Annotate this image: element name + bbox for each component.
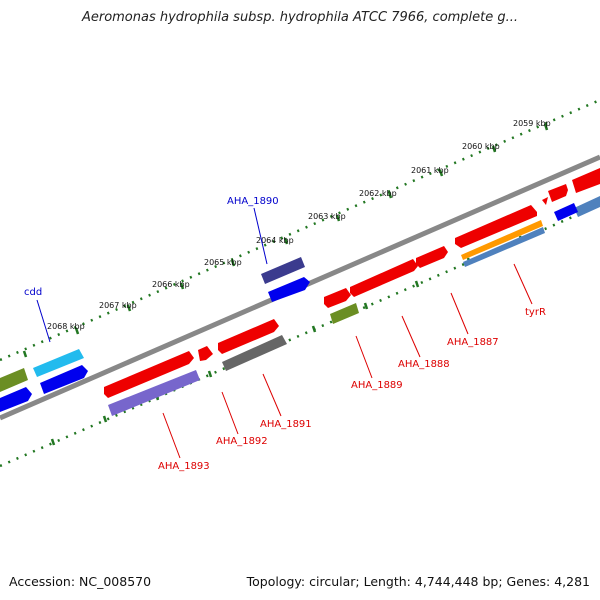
gene-cds-olive-left[interactable] bbox=[0, 368, 28, 392]
gene-cds-orange[interactable] bbox=[461, 220, 543, 260]
ruler-label: 2066 kbp bbox=[152, 280, 190, 289]
outer-ruler bbox=[0, 98, 600, 362]
ruler-label: 2065 kbp bbox=[204, 258, 242, 267]
gene-arrow[interactable] bbox=[324, 288, 351, 308]
forward-strand-genes bbox=[104, 168, 600, 398]
ruler-label: 2068 kbp bbox=[47, 322, 85, 331]
gene-arrow[interactable] bbox=[572, 168, 600, 193]
gene-arrow[interactable] bbox=[350, 259, 418, 297]
gene-arrow[interactable] bbox=[416, 246, 448, 268]
gene-cds-gray[interactable] bbox=[222, 335, 287, 371]
gene-cds-blue[interactable] bbox=[268, 277, 310, 302]
gene-label-aha-1888[interactable]: AHA_1888 bbox=[398, 359, 450, 370]
gene-arrow[interactable] bbox=[548, 184, 568, 202]
topology-text: Topology: circular; Length: 4,744,448 bp… bbox=[246, 574, 590, 589]
ruler-label: 2067 kbp bbox=[99, 301, 137, 310]
gene-cds-blue-right[interactable] bbox=[554, 203, 578, 221]
ruler-label: 2061 kbp bbox=[411, 166, 449, 175]
gene-arrow[interactable] bbox=[218, 319, 279, 354]
gene-arrow[interactable] bbox=[542, 197, 548, 205]
gene-label-cdd[interactable]: cdd bbox=[24, 287, 42, 298]
gene-label-tyrr[interactable]: tyrR bbox=[525, 307, 546, 318]
gene-cds-olive[interactable] bbox=[330, 303, 359, 324]
gene-label-aha-1887[interactable]: AHA_1887 bbox=[447, 337, 499, 348]
gene-label-aha-1891[interactable]: AHA_1891 bbox=[260, 419, 312, 430]
gene-label-aha-1889[interactable]: AHA_1889 bbox=[351, 380, 403, 391]
gene-cds-navy[interactable] bbox=[261, 257, 305, 284]
gene-arrow[interactable] bbox=[198, 346, 213, 361]
gene-cds-steel[interactable] bbox=[463, 227, 545, 267]
gene-cds-purple[interactable] bbox=[108, 370, 200, 416]
gene-label-aha-1893[interactable]: AHA_1893 bbox=[158, 461, 210, 472]
outer-major-ticks bbox=[22, 123, 549, 358]
gene-cds-blue-far-left[interactable] bbox=[0, 387, 32, 412]
gene-label-aha-1892[interactable]: AHA_1892 bbox=[216, 436, 268, 447]
ruler-label: 2064 kbp bbox=[256, 236, 294, 245]
ruler-label: 2059 kbp bbox=[513, 119, 551, 128]
gene-arrow[interactable] bbox=[104, 351, 194, 398]
ruler-label: 2063 kbp bbox=[308, 212, 346, 221]
ruler-label: 2060 kbp bbox=[462, 142, 500, 151]
gene-cds-steel-right[interactable] bbox=[574, 196, 600, 217]
gene-cds-cyan[interactable] bbox=[33, 349, 84, 377]
label-leaders bbox=[36, 207, 533, 459]
gene-arrow[interactable] bbox=[455, 205, 537, 248]
map-title: Aeromonas hydrophila subsp. hydrophila A… bbox=[81, 10, 519, 25]
inner-ruler bbox=[0, 203, 600, 468]
gene-label-aha-1890[interactable]: AHA_1890 bbox=[227, 196, 279, 207]
accession-text: Accession: NC_008570 bbox=[9, 574, 152, 589]
ruler-label: 2062 kbp bbox=[359, 189, 397, 198]
gene-cds-blue-left[interactable] bbox=[40, 365, 88, 394]
